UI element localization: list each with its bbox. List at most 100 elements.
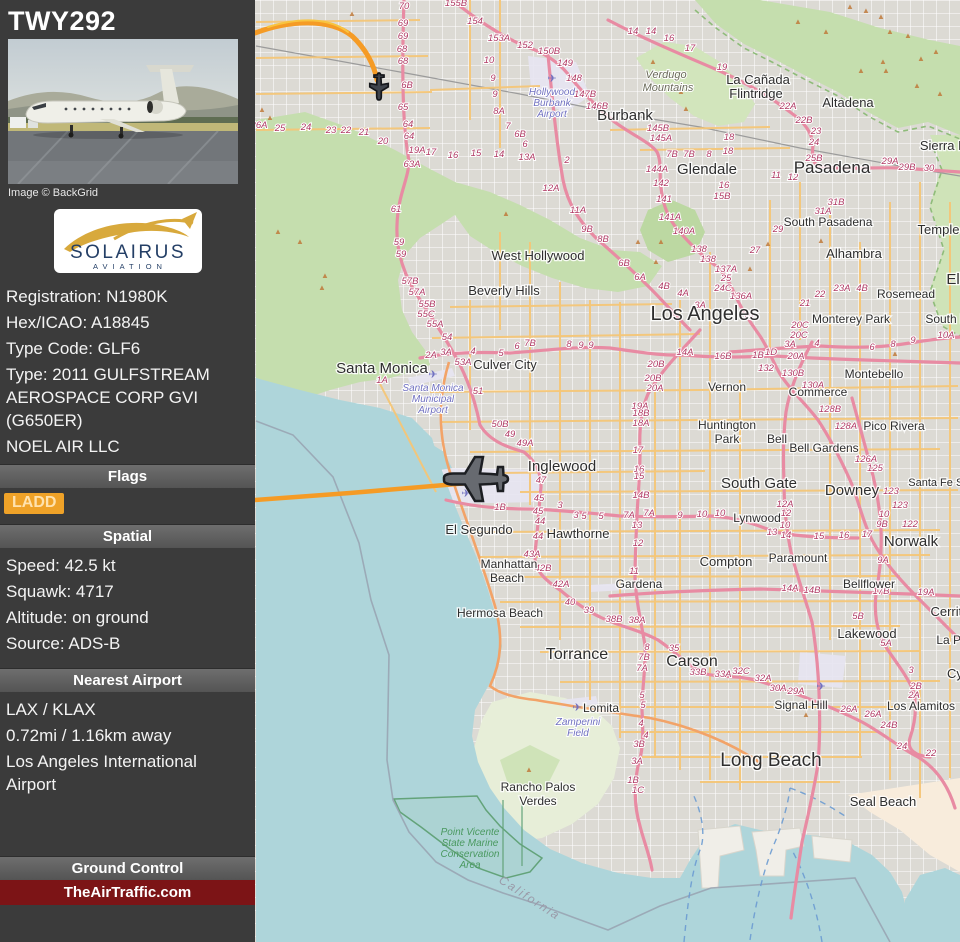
map-container[interactable]: 70 69 69 68 68 6B 65 64 64 63A 61 59 59 57B 57A 55B 55C 5… (255, 0, 960, 942)
svg-text:1B: 1B (627, 775, 639, 786)
svg-text:4: 4 (643, 730, 648, 741)
svg-text:▲: ▲ (746, 264, 754, 273)
svg-text:Gardena: Gardena (616, 577, 663, 591)
svg-text:55B: 55B (419, 299, 437, 310)
svg-text:Compton: Compton (700, 554, 753, 569)
svg-text:7A: 7A (636, 663, 648, 674)
svg-text:25: 25 (720, 273, 732, 284)
svg-text:Los Angeles: Los Angeles (651, 303, 760, 325)
svg-text:▲: ▲ (682, 104, 690, 113)
svg-text:Rosemead: Rosemead (877, 287, 935, 301)
svg-text:10A: 10A (938, 330, 955, 341)
svg-text:19A: 19A (918, 587, 935, 598)
svg-text:✈: ✈ (428, 369, 437, 381)
svg-text:42A: 42A (553, 579, 570, 590)
svg-text:141: 141 (656, 194, 672, 205)
svg-text:12A: 12A (777, 499, 794, 510)
svg-text:12A: 12A (543, 183, 560, 194)
svg-text:40: 40 (565, 597, 576, 608)
svg-text:35: 35 (669, 643, 680, 654)
aircraft-marker-secondary[interactable] (368, 72, 390, 101)
svg-text:5: 5 (640, 700, 646, 711)
svg-text:45: 45 (533, 506, 544, 517)
altitude-line: Altitude: on ground (6, 608, 149, 627)
svg-text:63A: 63A (404, 159, 421, 170)
type-line: Type: 2011 GULFSTREAM AEROSPACE CORP GVI… (6, 365, 210, 430)
svg-text:30: 30 (924, 163, 935, 174)
svg-text:7B: 7B (666, 149, 678, 160)
svg-text:La Cañada: La Cañada (726, 72, 790, 87)
svg-text:24: 24 (896, 741, 908, 752)
svg-text:Pico Rivera: Pico Rivera (863, 419, 925, 433)
site-brand-link[interactable]: TheAirTraffic.com (0, 880, 255, 905)
svg-text:▲: ▲ (913, 81, 921, 90)
svg-text:▲: ▲ (794, 17, 802, 26)
svg-text:Airport: Airport (536, 109, 568, 120)
svg-text:32C: 32C (732, 666, 750, 677)
svg-text:59: 59 (396, 249, 407, 260)
svg-text:Seal Beach: Seal Beach (850, 794, 917, 809)
svg-text:1D: 1D (765, 347, 777, 358)
svg-text:6: 6 (522, 139, 528, 150)
svg-text:8: 8 (644, 642, 650, 653)
svg-text:▲: ▲ (318, 283, 326, 292)
aircraft-marker-selected[interactable] (442, 455, 510, 503)
svg-text:16: 16 (448, 150, 459, 161)
svg-text:8B: 8B (597, 234, 609, 245)
svg-text:Huntington: Huntington (698, 418, 756, 432)
svg-text:▲: ▲ (932, 47, 940, 56)
svg-text:44: 44 (533, 531, 544, 542)
svg-text:Verdes: Verdes (519, 794, 556, 808)
logo-sub-text: AVIATION (93, 262, 167, 271)
svg-text:Paramount: Paramount (769, 551, 828, 565)
svg-text:5B: 5B (852, 611, 864, 622)
svg-text:126A: 126A (855, 454, 877, 465)
svg-text:3A: 3A (784, 339, 796, 350)
svg-text:▲: ▲ (862, 6, 870, 15)
flight-trail-secondary (255, 20, 380, 83)
nearest-airport-header: Nearest Airport (0, 668, 255, 692)
svg-text:3A: 3A (631, 756, 643, 767)
svg-text:12: 12 (788, 172, 799, 183)
svg-text:▲: ▲ (649, 57, 657, 66)
ladd-flag-badge: LADD (4, 493, 65, 514)
svg-text:16: 16 (719, 180, 730, 191)
svg-text:69: 69 (398, 31, 409, 42)
svg-text:26A: 26A (255, 120, 267, 131)
svg-text:2A: 2A (907, 690, 920, 701)
svg-text:7A: 7A (623, 510, 635, 521)
svg-text:54: 54 (442, 332, 453, 343)
svg-text:138: 138 (700, 254, 717, 265)
svg-text:▲: ▲ (764, 239, 772, 248)
svg-text:17: 17 (633, 445, 644, 456)
svg-text:10: 10 (484, 55, 495, 66)
svg-text:11A: 11A (570, 205, 586, 216)
svg-text:128A: 128A (835, 421, 857, 432)
svg-text:4: 4 (638, 718, 643, 729)
svg-text:21: 21 (358, 127, 370, 138)
aircraft-photo-image (8, 39, 238, 184)
svg-text:Pasadena: Pasadena (794, 158, 871, 177)
svg-text:Norwalk: Norwalk (884, 533, 939, 550)
svg-text:17: 17 (862, 529, 873, 540)
svg-text:El Segundo: El Segundo (445, 522, 512, 537)
svg-text:14: 14 (494, 149, 505, 160)
svg-text:9: 9 (578, 340, 584, 351)
aircraft-info-panel: TWY292 (0, 0, 255, 942)
svg-text:▲: ▲ (802, 710, 810, 719)
svg-text:13: 13 (767, 527, 778, 538)
svg-text:3A: 3A (440, 347, 452, 358)
svg-text:▲: ▲ (274, 227, 282, 236)
svg-text:141A: 141A (659, 212, 681, 223)
svg-text:Temple C: Temple C (918, 222, 960, 237)
svg-text:El: El (946, 271, 959, 288)
svg-text:19: 19 (743, 311, 754, 322)
svg-text:69: 69 (398, 18, 409, 29)
svg-text:20C: 20C (789, 330, 808, 341)
svg-text:7A: 7A (643, 508, 655, 519)
map-canvas[interactable]: 70696968686B65646463A61595957B57A55B55C5… (255, 0, 960, 942)
svg-text:Commerce: Commerce (789, 385, 848, 399)
svg-text:24: 24 (808, 137, 820, 148)
svg-text:147B: 147B (574, 89, 597, 100)
svg-text:29A: 29A (787, 686, 805, 697)
